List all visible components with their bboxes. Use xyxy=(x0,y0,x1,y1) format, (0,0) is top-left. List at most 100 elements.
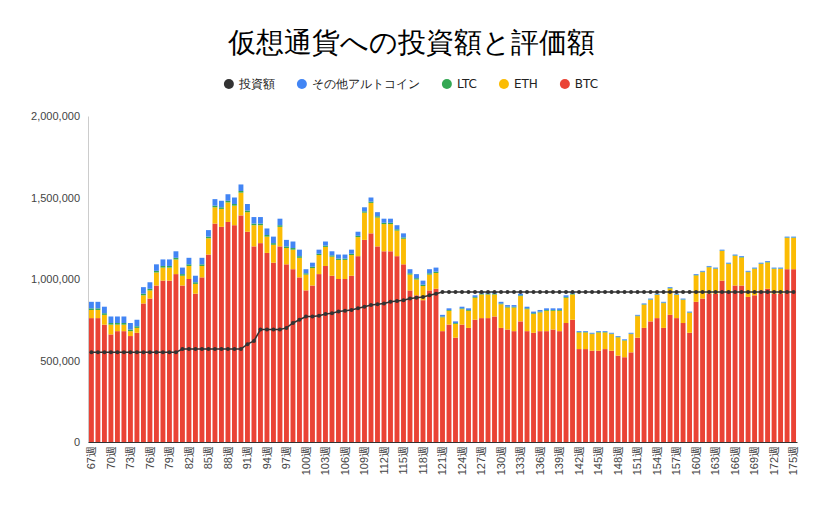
line-marker xyxy=(447,290,451,294)
bar-segment xyxy=(258,243,263,442)
bar-segment xyxy=(622,340,627,341)
bar-segment xyxy=(297,250,302,257)
legend-item: LTC xyxy=(442,77,477,91)
x-tick: 109週 xyxy=(358,442,370,475)
bar-segment xyxy=(388,223,393,224)
bar-segment xyxy=(785,238,790,269)
legend-swatch xyxy=(297,79,307,89)
bar-segment xyxy=(707,266,712,267)
bar-segment xyxy=(330,251,335,255)
line-marker xyxy=(597,290,601,294)
bar-segment xyxy=(141,295,146,303)
line-marker xyxy=(629,290,633,294)
line-marker xyxy=(148,350,152,354)
x-tick-label: 160週 xyxy=(690,446,702,475)
bar-segment xyxy=(173,251,178,258)
x-tick: 67週 xyxy=(85,442,97,469)
bar-segment xyxy=(674,295,679,318)
bar-segment xyxy=(421,300,426,442)
bar-segment xyxy=(401,237,406,238)
bar-segment xyxy=(564,298,569,323)
bar-segment xyxy=(186,258,191,265)
bar-segment xyxy=(713,269,718,294)
y-axis: 0500,0001,000,0001,500,0002,000,000 xyxy=(31,110,88,448)
bar-segment xyxy=(200,258,205,265)
bar-segment xyxy=(668,287,673,288)
bar-segment xyxy=(720,250,725,251)
bar-segment xyxy=(733,286,738,442)
bar-segment xyxy=(278,219,283,226)
line-marker xyxy=(226,347,230,351)
line-marker xyxy=(284,326,288,330)
line-marker xyxy=(792,290,796,294)
bar-segment xyxy=(668,288,673,314)
bar-segment xyxy=(278,246,283,442)
line-marker xyxy=(375,302,379,306)
line-marker xyxy=(414,296,418,300)
line-marker xyxy=(493,290,497,294)
bar-segment xyxy=(603,349,608,442)
bar-segment xyxy=(147,282,152,289)
bar-segment xyxy=(160,281,165,442)
bar-segment xyxy=(291,242,296,249)
bar-segment xyxy=(590,332,595,334)
bar-segment xyxy=(622,339,627,341)
bar-segment xyxy=(173,274,178,442)
bar-segment xyxy=(700,270,705,272)
line-marker xyxy=(655,290,659,294)
bar-segment xyxy=(785,269,790,442)
bar-segment xyxy=(239,184,244,191)
x-tick: 70週 xyxy=(105,442,117,469)
x-tick: 133週 xyxy=(514,442,526,475)
bar-segment xyxy=(154,286,159,442)
bar-segment xyxy=(252,246,257,442)
bar-segment xyxy=(570,294,575,319)
bar-segment xyxy=(642,304,647,305)
bar-segment xyxy=(226,202,231,222)
line-marker xyxy=(499,290,503,294)
bar-segment xyxy=(200,277,205,442)
legend-swatch xyxy=(442,79,452,89)
y-axis-line xyxy=(88,117,89,443)
line-marker xyxy=(759,290,763,294)
bar-segment xyxy=(707,267,712,293)
bar-segment xyxy=(447,308,452,310)
line-marker xyxy=(239,347,243,351)
bar-segment xyxy=(590,351,595,442)
bar-segment xyxy=(219,201,224,208)
line-marker xyxy=(323,312,327,316)
bar-segment xyxy=(89,308,94,310)
bar-segment xyxy=(557,331,562,442)
line-marker xyxy=(174,350,178,354)
bar-segment xyxy=(115,325,120,332)
bar-segment xyxy=(551,311,556,330)
x-tick-label: 70週 xyxy=(105,446,117,469)
bar-segment xyxy=(616,336,621,338)
bar-segment xyxy=(538,331,543,442)
line-marker xyxy=(369,303,373,307)
bar-segment xyxy=(343,279,348,442)
bar-segment xyxy=(739,256,744,257)
y-tick: 2,000,000 xyxy=(31,110,88,122)
bar-segment xyxy=(447,325,452,442)
x-tick: 103週 xyxy=(319,442,331,475)
bar-segment xyxy=(720,249,725,251)
bar-segment xyxy=(726,262,731,264)
bar-segment xyxy=(726,292,731,442)
line-marker xyxy=(785,290,789,294)
bar-segment xyxy=(629,333,634,334)
bar-segment xyxy=(629,334,634,352)
bar-segment xyxy=(616,337,621,355)
bar-segment xyxy=(245,204,250,211)
bar-segment xyxy=(453,321,458,323)
line-marker xyxy=(694,290,698,294)
bar-segment xyxy=(726,264,731,292)
bar-segment xyxy=(206,237,211,239)
bar-segment xyxy=(772,267,777,269)
bar-segment xyxy=(583,349,588,442)
bar-segment xyxy=(154,272,159,285)
bar-segment xyxy=(531,312,536,314)
y-tick-label: 0 xyxy=(74,436,80,448)
line-marker xyxy=(128,350,132,354)
bar-segment xyxy=(180,268,185,275)
